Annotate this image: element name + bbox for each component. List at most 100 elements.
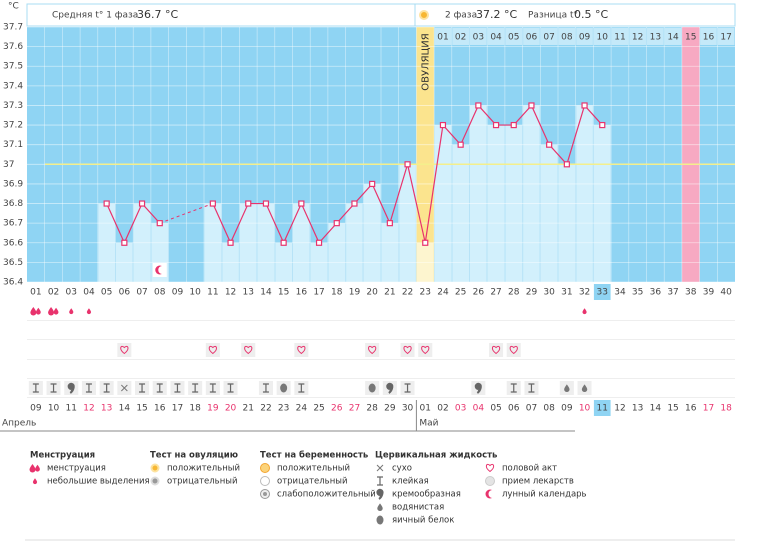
cycle-day-label: 06 xyxy=(119,288,131,298)
icon-watery xyxy=(564,384,570,393)
phase2-label: 2 фаза xyxy=(445,11,477,21)
moon-inner xyxy=(488,490,497,498)
phase2-day-cell xyxy=(487,28,505,45)
temperature-marker xyxy=(262,200,270,207)
temperature-bar xyxy=(328,223,346,282)
icon-creamy xyxy=(67,382,75,394)
drop xyxy=(35,307,41,315)
sticky-mark xyxy=(404,383,411,393)
phase2-day-cell xyxy=(558,28,576,45)
cycle-day-label: 32 xyxy=(579,288,590,298)
y-tick-label: 37 xyxy=(3,160,14,170)
symbol-cell xyxy=(117,343,132,357)
symbol-cell xyxy=(241,343,256,357)
phase2-day-cell xyxy=(434,28,452,45)
cycle-day-label: 10 xyxy=(189,288,201,298)
temperature-marker xyxy=(103,200,110,207)
icon-moon xyxy=(485,489,497,499)
preg-pos xyxy=(260,463,270,473)
cycle-day-label: 02 xyxy=(48,288,59,298)
heart xyxy=(509,345,518,355)
legend-label: слабоположительный xyxy=(277,490,376,500)
symbol-cell xyxy=(489,343,504,357)
icon-sex xyxy=(491,345,501,355)
phase2-day-label: 07 xyxy=(543,33,554,43)
icon-egg xyxy=(368,383,376,393)
sticky-mark xyxy=(50,383,57,393)
heart xyxy=(403,345,412,355)
icon-sticky xyxy=(139,383,146,393)
cycle-day-label: 36 xyxy=(650,288,662,298)
date-label: 04 xyxy=(473,404,485,414)
drop xyxy=(32,478,38,485)
date-label: 02 xyxy=(437,404,448,414)
creamy-mark xyxy=(376,488,384,500)
date-label: 17 xyxy=(172,404,183,414)
cycle-day-label: 34 xyxy=(614,288,626,298)
icon-sticky xyxy=(528,383,535,393)
ovulation-label: ОВУЛЯЦИЯ xyxy=(420,33,431,91)
date-label: 09 xyxy=(30,404,42,414)
date-label: 08 xyxy=(543,404,555,414)
temperature-marker xyxy=(457,141,464,148)
icon-creamy xyxy=(376,488,384,500)
y-tick-label: 37.4 xyxy=(3,81,23,91)
legend-label: половой акт xyxy=(502,464,557,474)
sticky-mark xyxy=(156,383,163,393)
icon-sex xyxy=(244,345,253,355)
temperature-marker xyxy=(599,121,606,129)
temperature-marker xyxy=(528,102,535,109)
header-sun-icon xyxy=(419,10,429,20)
icon-ov_pos xyxy=(150,463,160,473)
temperature-marker xyxy=(546,141,553,148)
cycle-day-label: 14 xyxy=(260,288,272,298)
icon-sticky xyxy=(298,383,305,393)
phase2-day-cell xyxy=(700,28,717,45)
cycle-day-label: 37 xyxy=(667,288,678,298)
cycle-day-label: 16 xyxy=(296,288,308,298)
icon-sticky xyxy=(192,383,199,393)
date-label: 10 xyxy=(48,404,60,414)
sticky-mark xyxy=(192,383,199,393)
date-label: 22 xyxy=(260,404,271,414)
temperature-marker xyxy=(351,200,358,207)
y-tick-label: 37.5 xyxy=(3,62,23,72)
temperature-marker xyxy=(315,239,323,246)
heart xyxy=(120,345,129,355)
drop xyxy=(53,307,59,315)
sticky-mark xyxy=(103,383,110,393)
date-label: 16 xyxy=(685,404,697,414)
y-tick-label: 37.6 xyxy=(3,42,23,52)
y-tick-label: 37.1 xyxy=(3,140,23,150)
month-label: Май xyxy=(419,419,438,429)
heart xyxy=(491,345,501,355)
cycle-day-label: 28 xyxy=(508,288,520,298)
month-label: Апрель xyxy=(2,419,36,429)
legend-label: отрицательный xyxy=(167,477,237,487)
dry-mark xyxy=(376,464,384,472)
y-tick-label: 37.2 xyxy=(3,121,23,131)
drop xyxy=(48,307,55,316)
icon-heavy xyxy=(29,464,40,473)
icon-light xyxy=(69,308,74,315)
date-label: 18 xyxy=(189,404,201,414)
phase2-day-label: 11 xyxy=(614,33,625,43)
phase2-day-label: 06 xyxy=(526,33,538,43)
phase2-day-cell xyxy=(523,28,540,45)
sticky-mark xyxy=(85,383,92,393)
cycle-day-label: 38 xyxy=(685,288,697,298)
phase1-value: 36.7 °C xyxy=(137,8,178,21)
drop xyxy=(564,384,570,393)
phase2-day-label: 14 xyxy=(667,33,679,43)
date-label: 25 xyxy=(313,404,324,414)
legend-label: сухо xyxy=(392,464,412,474)
cycle-day-label: 23 xyxy=(420,288,431,298)
icon-sticky xyxy=(404,383,411,393)
temperature-bar xyxy=(540,144,558,282)
icon-egg xyxy=(376,515,384,525)
cycle-day-label: 19 xyxy=(349,288,361,298)
date-label: 12 xyxy=(83,404,94,414)
sticky-mark xyxy=(32,383,39,393)
cycle-day-label: 25 xyxy=(455,288,466,298)
icon-dry xyxy=(376,464,384,472)
